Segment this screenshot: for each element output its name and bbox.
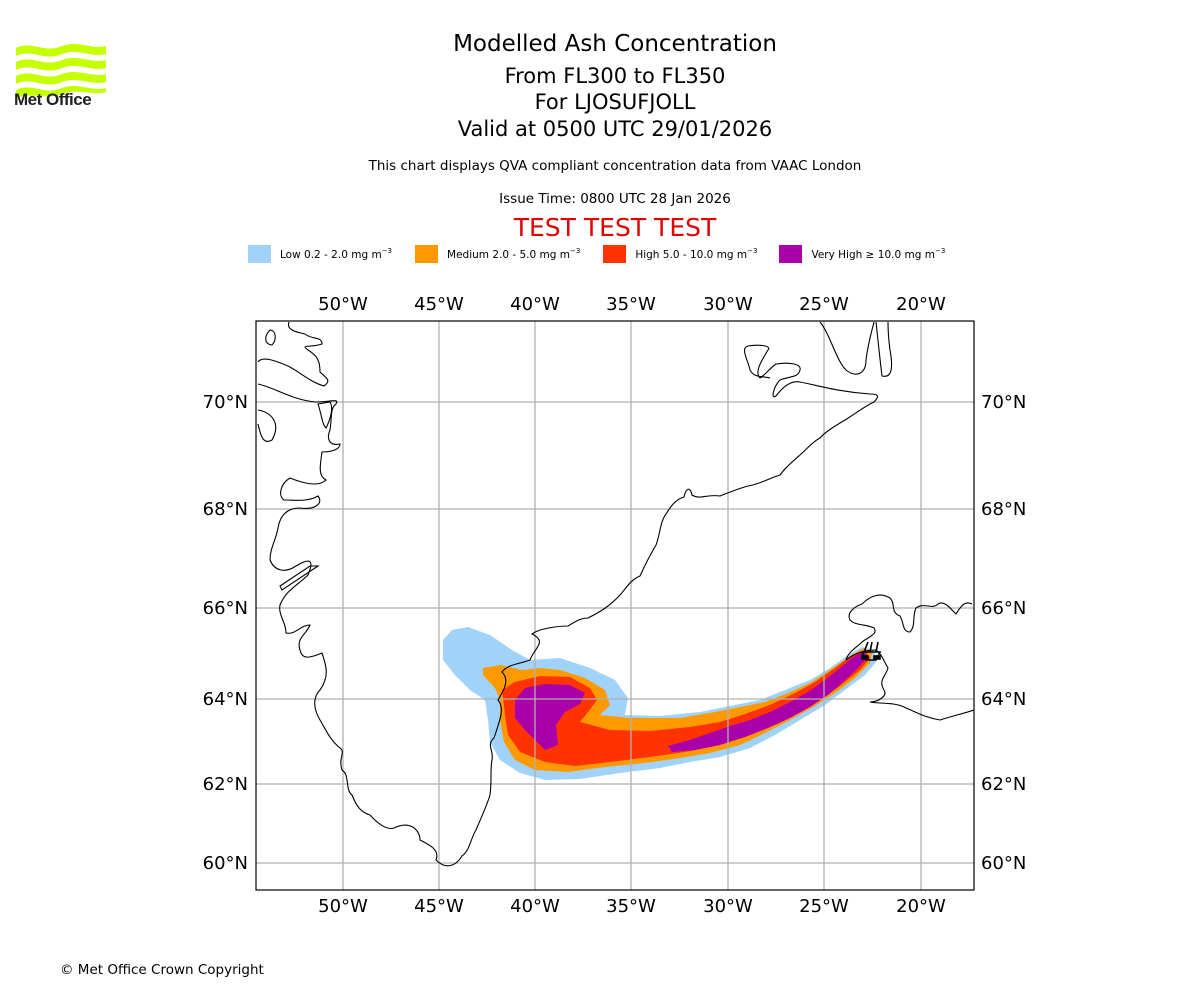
legend-item-medium: Medium 2.0 - 5.0 mg m−3 [415,245,580,263]
plume-very-high [515,651,868,752]
longitude-labels-top: 50°W 45°W 40°W 35°W 30°W 25°W 20°W [318,294,946,315]
lat-label: 66°N [981,598,1026,619]
volcano-name: For LJOSUFJOLL [534,90,696,114]
chart-title: Modelled Ash Concentration [453,31,777,57]
lat-label: 64°N [981,689,1026,710]
lat-label: 68°N [203,499,248,520]
legend-swatch-medium [415,245,439,263]
coastline-east-greenland [493,344,879,739]
legend-swatch-high [603,245,627,263]
coastline-west-greenland [257,321,495,867]
legend-label-medium: Medium 2.0 - 5.0 mg m−3 [447,247,581,261]
latitude-labels-left: 70°N 68°N 66°N 64°N 62°N 60°N [203,392,248,874]
legend-swatch-very-high [779,245,803,263]
coastline-greenland-fjord [257,409,277,442]
lat-label: 62°N [203,774,248,795]
valid-time: Valid at 0500 UTC 29/01/2026 [457,117,773,141]
ash-plume [443,627,876,780]
legend-swatch-low [248,245,271,263]
lon-label: 45°W [414,896,464,917]
lon-label: 40°W [510,294,560,315]
lon-label: 25°W [799,294,849,315]
coastline-greenland-island [317,401,333,429]
met-office-logo-icon [16,44,106,98]
lon-label: 30°W [703,294,753,315]
legend-label-low: Low 0.2 - 2.0 mg m−3 [280,247,393,261]
lon-label: 35°W [606,294,656,315]
lon-label: 45°W [414,294,464,315]
lon-label: 35°W [606,896,656,917]
chart-subtitle: This chart displays QVA compliant concen… [368,158,862,174]
latitude-labels-right: 70°N 68°N 66°N 64°N 62°N 60°N [981,392,1026,874]
lat-label: 66°N [203,598,248,619]
volcano-icon [860,641,882,661]
lon-label: 50°W [318,896,368,917]
lon-label: 25°W [799,896,849,917]
legend-item-very-high: Very High ≥ 10.0 mg m−3 [779,245,945,263]
copyright-notice: © Met Office Crown Copyright [60,962,264,978]
legend-item-high: High 5.0 - 10.0 mg m−3 [603,245,757,263]
legend-label-very-high: Very High ≥ 10.0 mg m−3 [811,247,946,261]
lat-label: 68°N [981,499,1026,520]
lon-label: 30°W [703,896,753,917]
coastline-east-greenland-north [819,321,893,377]
legend-item-low: Low 0.2 - 2.0 mg m−3 [248,245,392,263]
test-banner: TEST TEST TEST [513,213,717,242]
lat-label: 60°N [981,853,1026,874]
lat-label: 70°N [203,392,248,413]
met-office-logo-text: Met Office [14,90,92,109]
flight-level-range: From FL300 to FL350 [504,64,726,88]
plume-high [502,650,870,766]
lon-label: 20°W [896,294,946,315]
lat-label: 60°N [203,853,248,874]
lat-label: 70°N [981,392,1026,413]
lon-label: 50°W [318,294,368,315]
map-area [256,321,974,890]
coastline-greenland-fjord-2 [279,565,320,591]
lat-label: 62°N [981,774,1026,795]
lat-label: 64°N [203,689,248,710]
issue-time: Issue Time: 0800 UTC 28 Jan 2026 [499,191,731,207]
lon-label: 20°W [896,896,946,917]
map-frame [255,320,975,891]
coastlines [257,321,974,867]
longitude-labels-bottom: 50°W 45°W 40°W 35°W 30°W 25°W 20°W [318,896,946,917]
coastline-iceland [845,594,974,721]
lon-label: 40°W [510,896,560,917]
graticule [256,321,974,890]
legend-label-high: High 5.0 - 10.0 mg m−3 [635,247,758,261]
concentration-legend: Low 0.2 - 2.0 mg m−3 Medium 2.0 - 5.0 mg… [248,244,945,264]
